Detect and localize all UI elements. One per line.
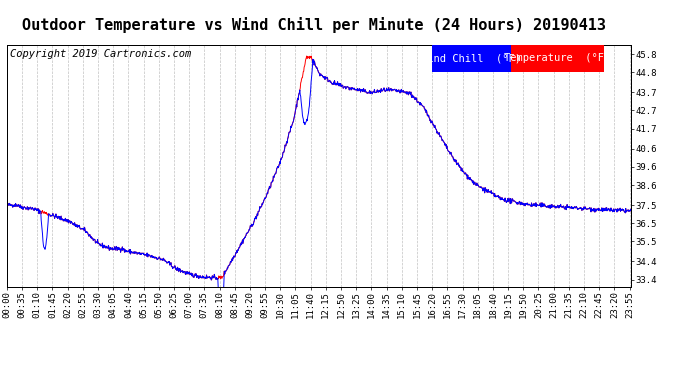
Text: Copyright 2019 Cartronics.com: Copyright 2019 Cartronics.com xyxy=(10,49,192,59)
Text: Outdoor Temperature vs Wind Chill per Minute (24 Hours) 20190413: Outdoor Temperature vs Wind Chill per Mi… xyxy=(22,17,606,33)
Text: Wind Chill  (°F): Wind Chill (°F) xyxy=(421,54,521,63)
Text: Temperature  (°F): Temperature (°F) xyxy=(504,54,611,63)
